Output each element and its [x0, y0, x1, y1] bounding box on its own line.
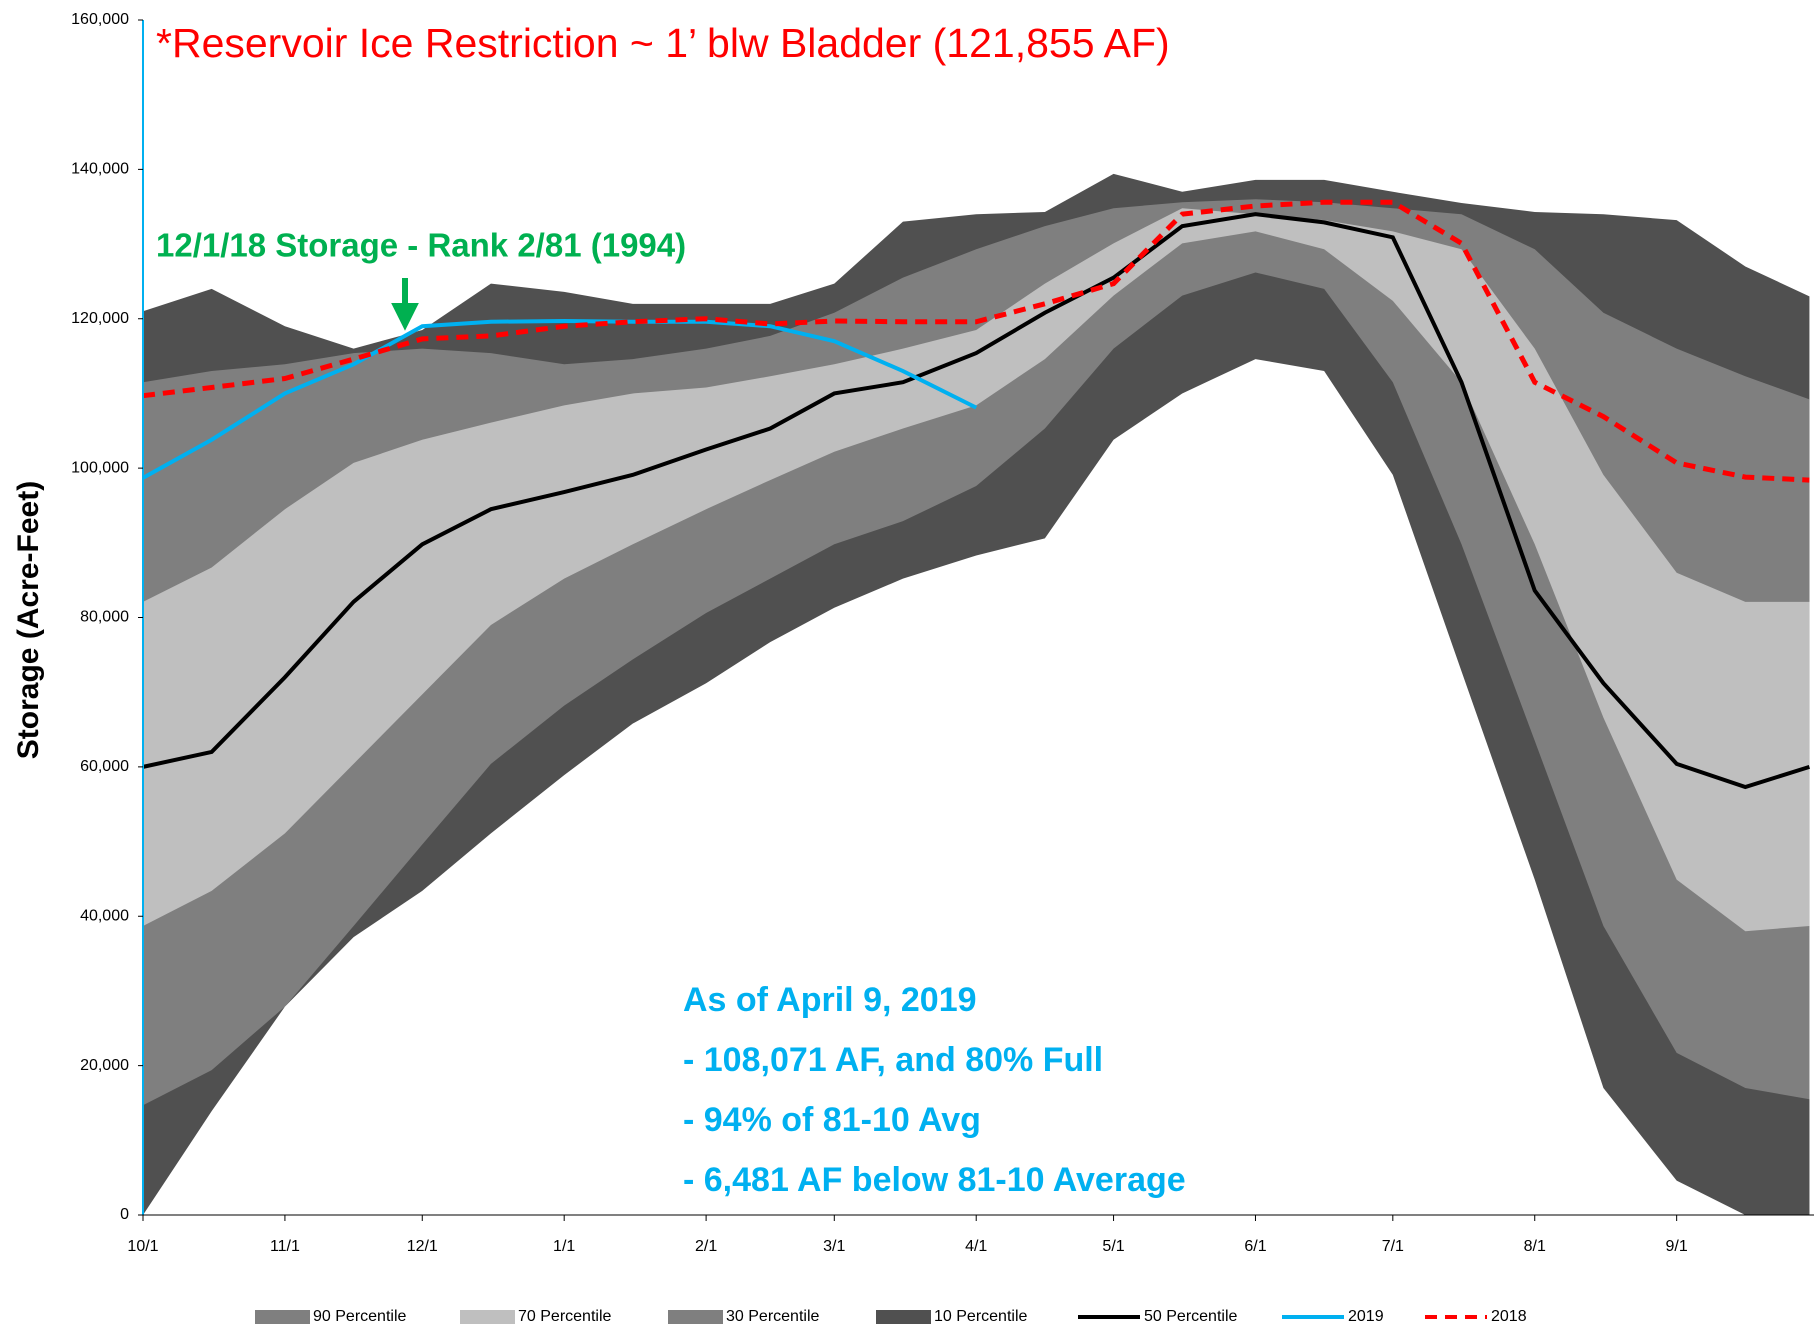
x-tick-label: 1/1 [553, 1238, 575, 1255]
y-tick-label: 100,000 [71, 459, 129, 476]
y-tick-label: 120,000 [71, 310, 129, 327]
legend-swatch [668, 1310, 723, 1324]
x-tick-label: 10/1 [127, 1238, 158, 1255]
y-tick-label: 60,000 [80, 758, 129, 775]
x-tick-label: 8/1 [1524, 1238, 1546, 1255]
x-tick-label: 11/1 [270, 1238, 300, 1255]
y-tick-label: 0 [120, 1206, 129, 1223]
legend-label: 2018 [1491, 1308, 1527, 1325]
legend-swatch [255, 1310, 310, 1324]
legend-label: 50 Percentile [1144, 1308, 1237, 1325]
legend-label: 10 Percentile [934, 1308, 1027, 1325]
legend-label: 30 Percentile [726, 1308, 819, 1325]
legend-swatch [876, 1310, 931, 1324]
y-tick-label: 80,000 [80, 609, 129, 626]
x-tick-label: 7/1 [1382, 1238, 1404, 1255]
area [143, 359, 1810, 1215]
x-tick-label: 9/1 [1666, 1238, 1688, 1255]
legend-swatch [460, 1310, 515, 1324]
annotation: - 94% of 81-10 Avg [683, 1101, 981, 1139]
annotation: As of April 9, 2019 [683, 981, 977, 1019]
x-tick-label: 2/1 [695, 1238, 717, 1255]
areas [143, 173, 1810, 1216]
y-tick-label: 20,000 [80, 1057, 129, 1074]
annotation: - 6,481 AF below 81-10 Average [683, 1161, 1186, 1199]
legend-label: 90 Percentile [313, 1308, 406, 1325]
x-tick-label: 4/1 [965, 1238, 987, 1255]
line [142, 199, 1810, 483]
line [142, 318, 978, 480]
chart-title: *Reservoir Ice Restriction ~ 1’ blw Blad… [156, 20, 1170, 66]
annotation: - 108,071 AF, and 80% Full [683, 1041, 1103, 1079]
annotation: 12/1/18 Storage - Rank 2/81 (1994) [156, 227, 686, 264]
x-tick-label: 12/1 [407, 1238, 438, 1255]
legend-label: 70 Percentile [518, 1308, 611, 1325]
line [142, 212, 1811, 790]
legend-label: 2019 [1348, 1308, 1384, 1325]
x-tick-label: 6/1 [1244, 1238, 1266, 1255]
y-tick-label: 40,000 [80, 907, 129, 924]
x-tick-label: 3/1 [823, 1238, 845, 1255]
x-tick-label: 5/1 [1102, 1238, 1124, 1255]
y-tick-label: 160,000 [71, 11, 129, 28]
arrow [391, 278, 419, 331]
y-axis-title: Storage (Acre-Feet) [12, 481, 45, 759]
y-tick-label: 140,000 [71, 161, 129, 178]
lines [142, 199, 1811, 790]
